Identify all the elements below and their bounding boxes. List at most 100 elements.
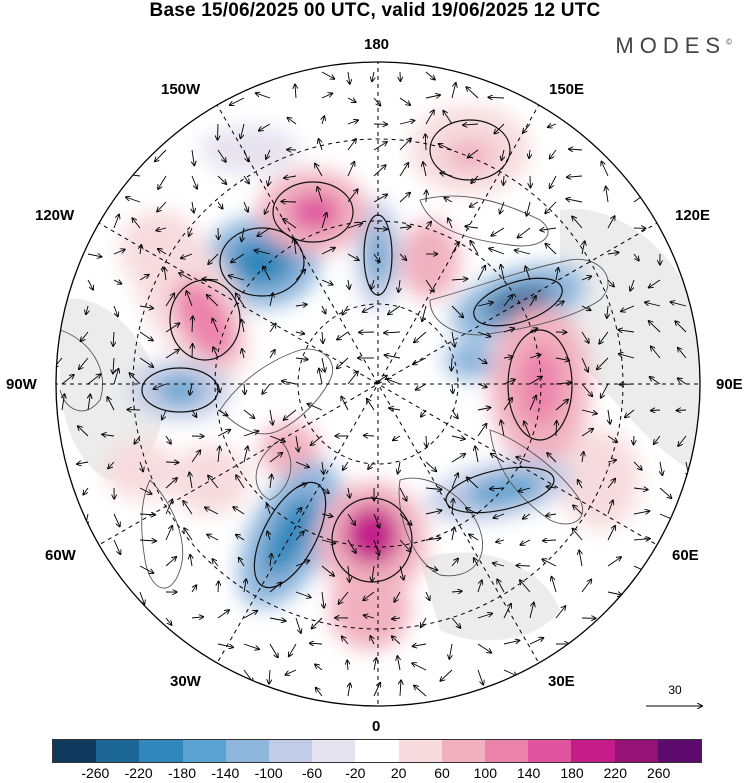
- wind-arrow: [294, 239, 296, 255]
- wind-arrow: [503, 357, 513, 358]
- wind-arrow: [364, 435, 375, 436]
- wind-arrow: [582, 452, 584, 463]
- wind-arrow: [569, 149, 583, 150]
- wind-arrow: [451, 242, 459, 255]
- wind-arrow: [503, 175, 504, 185]
- wind-arrow: [451, 617, 460, 628]
- wind-arrow: [451, 305, 463, 317]
- wind-arrow: [321, 248, 335, 255]
- colorbar: [52, 739, 702, 763]
- wind-arrow: [399, 227, 411, 228]
- wind-arrow: [269, 618, 286, 621]
- wind-arrow: [607, 252, 619, 254]
- wind-arrow: [607, 305, 608, 318]
- wind-arrow: [422, 305, 427, 321]
- wind-arrow: [257, 227, 271, 236]
- lon-label-90w: 90W: [6, 376, 37, 393]
- wind-arrow: [651, 410, 661, 411]
- wind-arrow: [503, 295, 512, 307]
- wind-arrow: [157, 201, 167, 212]
- anomaly-central-asia-pink: [518, 345, 562, 425]
- wind-arrow: [113, 280, 121, 284]
- wind-arrow: [520, 580, 531, 593]
- wind-arrow: [607, 592, 622, 595]
- wind-arrow: [399, 163, 408, 177]
- wind-arrow: [399, 121, 414, 125]
- anomaly-patch: [170, 445, 250, 515]
- wind-arrow: [102, 434, 115, 436]
- wind-arrow: [416, 383, 427, 390]
- wind-arrow: [540, 228, 557, 230]
- wind-arrow: [477, 331, 490, 337]
- wind-arrow: [165, 293, 174, 307]
- wind-arrow: [165, 617, 172, 625]
- wind-arrow: [599, 331, 609, 344]
- wind-arrow: [477, 424, 487, 437]
- wind-arrow: [368, 461, 375, 469]
- wind-arrow: [295, 484, 306, 489]
- wind-arrow: [566, 199, 583, 203]
- wind-arrow: [347, 139, 356, 151]
- wind-arrow: [243, 175, 249, 183]
- wind-arrow: [579, 550, 582, 567]
- wind-arrow: [165, 435, 171, 444]
- wind-arrow: [654, 435, 661, 444]
- wind-arrow: [81, 331, 89, 341]
- lon-label-30w: 30W: [170, 673, 201, 690]
- lon-label-90e: 90E: [716, 376, 743, 393]
- wind-arrow: [556, 421, 557, 437]
- wind-arrow: [477, 669, 483, 685]
- wind-arrow: [347, 162, 354, 177]
- wind-arrow: [321, 514, 333, 517]
- wind-arrow: [440, 669, 453, 681]
- wind-arrow: [242, 227, 245, 241]
- wind-arrow: [497, 579, 505, 593]
- colorbar-tick-label: -180: [167, 765, 197, 781]
- wind-arrow: [425, 510, 442, 515]
- wind-arrow: [385, 355, 401, 358]
- colorbar-tick-label: 100: [473, 765, 498, 781]
- lon-label-120e: 120E: [675, 207, 711, 224]
- coastlines: [59, 195, 609, 589]
- wind-arrow: [393, 435, 401, 440]
- wind-arrow: [619, 354, 635, 359]
- wind-arrow: [477, 357, 487, 363]
- wind-arrow: [634, 435, 635, 444]
- anomaly-west-russia-blue: [465, 473, 545, 507]
- colorbar-swatch: [269, 740, 313, 762]
- wind-arrow: [347, 660, 348, 671]
- wind-arrow: [423, 162, 426, 177]
- wind-arrow: [218, 581, 219, 593]
- wind-arrow: [466, 87, 479, 99]
- wind-arrow: [471, 175, 479, 183]
- wind-arrow: [348, 565, 350, 582]
- wind-arrow: [269, 643, 278, 657]
- wind-arrow: [192, 344, 193, 359]
- wind-arrow: [520, 539, 531, 545]
- wind-arrow: [503, 379, 515, 385]
- wind-arrow: [373, 195, 387, 203]
- wind-arrow: [439, 144, 453, 151]
- colorbar-swatch: [441, 740, 486, 762]
- wind-arrow: [373, 228, 387, 229]
- wind-arrow: [529, 328, 537, 332]
- wind-arrow: [165, 350, 179, 359]
- wind-arrow: [425, 488, 442, 490]
- wind-arrow: [139, 487, 152, 494]
- wind-arrow: [269, 669, 270, 684]
- wind-arrow: [132, 218, 141, 229]
- wind-arrow: [207, 295, 219, 307]
- wind-arrow: [316, 688, 323, 697]
- colorbar-tick-label: -140: [211, 765, 240, 781]
- brand-text: MODES: [615, 33, 727, 58]
- wind-arrow: [192, 149, 194, 165]
- wind-arrow: [421, 617, 427, 627]
- wind-arrow: [477, 408, 490, 411]
- wind-arrow: [347, 372, 358, 385]
- anomaly-hudson-blue: [158, 376, 202, 404]
- wind-arrow: [425, 134, 426, 151]
- wind-arrow: [671, 302, 687, 307]
- wind-arrow: [321, 539, 335, 543]
- wind-arrow: [263, 266, 271, 281]
- wind-arrow: [519, 488, 531, 491]
